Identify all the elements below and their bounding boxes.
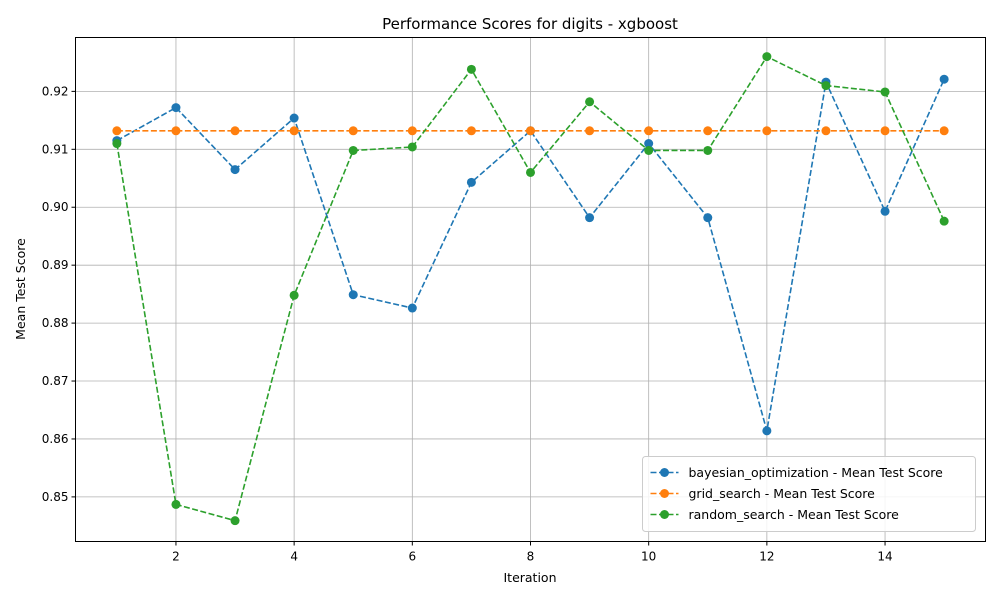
data-point — [585, 213, 595, 223]
y-tick-label: 0.90 — [42, 200, 69, 214]
legend-item: grid_search - Mean Test Score — [650, 486, 876, 501]
data-point — [644, 145, 654, 155]
x-tick-label: 6 — [408, 550, 416, 564]
x-tick-label: 12 — [759, 550, 774, 564]
chart-title: Performance Scores for digits - xgboost — [382, 15, 678, 33]
y-tick-label: 0.91 — [42, 142, 69, 156]
legend-box — [642, 456, 976, 532]
data-point — [880, 87, 890, 97]
data-point — [466, 177, 476, 187]
y-tick-label: 0.88 — [42, 316, 69, 330]
x-tick-label: 14 — [877, 550, 892, 564]
x-axis-label: Iteration — [503, 570, 556, 585]
data-point — [821, 81, 831, 91]
data-point — [407, 303, 417, 313]
y-tick-label: 0.85 — [42, 490, 69, 504]
data-point — [762, 126, 772, 136]
y-axis-label: Mean Test Score — [13, 238, 28, 340]
data-point — [644, 126, 654, 136]
x-tick-label: 2 — [172, 550, 180, 564]
data-point — [821, 126, 831, 136]
legend-label: grid_search - Mean Test Score — [689, 486, 876, 501]
legend-item: random_search - Mean Test Score — [650, 507, 900, 522]
data-point — [466, 126, 476, 136]
data-point — [762, 426, 772, 436]
data-point — [703, 213, 713, 223]
data-point — [939, 216, 949, 226]
x-tick-label: 10 — [641, 550, 656, 564]
grid-lines — [75, 37, 986, 542]
data-point — [289, 290, 299, 300]
legend-marker — [660, 489, 669, 498]
data-point — [348, 126, 358, 136]
data-point — [703, 145, 713, 155]
data-point — [466, 64, 476, 74]
y-tick-label: 0.92 — [42, 84, 69, 98]
data-point — [230, 516, 240, 526]
data-point — [880, 126, 890, 136]
data-point — [526, 126, 535, 136]
series-line — [116, 78, 945, 432]
data-point — [585, 97, 595, 107]
legend: bayesian_optimization - Mean Test Score g… — [642, 456, 976, 532]
legend-marker — [660, 510, 669, 519]
data-point — [348, 290, 358, 300]
legend-item: bayesian_optimization - Mean Test Score — [650, 465, 944, 480]
series-1 — [112, 126, 949, 136]
data-point — [230, 165, 240, 175]
data-point — [585, 126, 595, 136]
legend-label: bayesian_optimization - Mean Test Score — [689, 465, 944, 480]
y-tick-label: 0.89 — [42, 258, 69, 272]
data-point — [112, 139, 122, 149]
data-point — [230, 126, 240, 136]
legend-label: random_search - Mean Test Score — [689, 507, 900, 522]
data-point — [407, 126, 417, 136]
x-tick-label: 4 — [290, 550, 298, 564]
legend-marker — [660, 468, 669, 477]
series-2 — [112, 52, 949, 526]
data-point — [171, 499, 181, 509]
data-point — [289, 126, 299, 136]
x-tick-label: 8 — [527, 550, 535, 564]
data-point — [171, 103, 181, 113]
y-tick-label: 0.87 — [42, 374, 69, 388]
data-point — [289, 113, 299, 123]
data-point — [348, 145, 358, 155]
data-point — [703, 126, 713, 136]
data-point — [112, 126, 122, 136]
axis-ticks: 2 4 6 8 10 12 14 0.85 0.86 0.87 0.88 0.89 0.90 0.91 0.… — [42, 84, 893, 563]
data-point — [644, 139, 654, 149]
data-point — [526, 167, 535, 177]
data-point — [762, 52, 772, 62]
data-point — [939, 126, 949, 136]
data-point — [939, 74, 949, 84]
data-point — [880, 206, 890, 216]
y-tick-label: 0.86 — [42, 432, 69, 446]
data-point — [171, 126, 181, 136]
plot-series — [112, 52, 949, 526]
data-point — [407, 142, 417, 152]
